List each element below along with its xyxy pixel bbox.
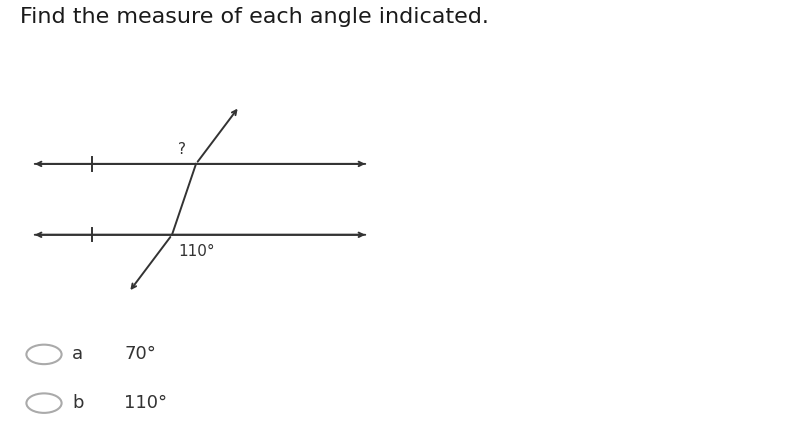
Text: 110°: 110°: [178, 244, 215, 259]
Text: ?: ?: [178, 142, 186, 157]
Text: Find the measure of each angle indicated.: Find the measure of each angle indicated…: [20, 7, 489, 27]
Text: 110°: 110°: [124, 394, 167, 412]
Text: a: a: [72, 346, 83, 363]
Text: b: b: [72, 394, 83, 412]
Text: 70°: 70°: [124, 346, 156, 363]
